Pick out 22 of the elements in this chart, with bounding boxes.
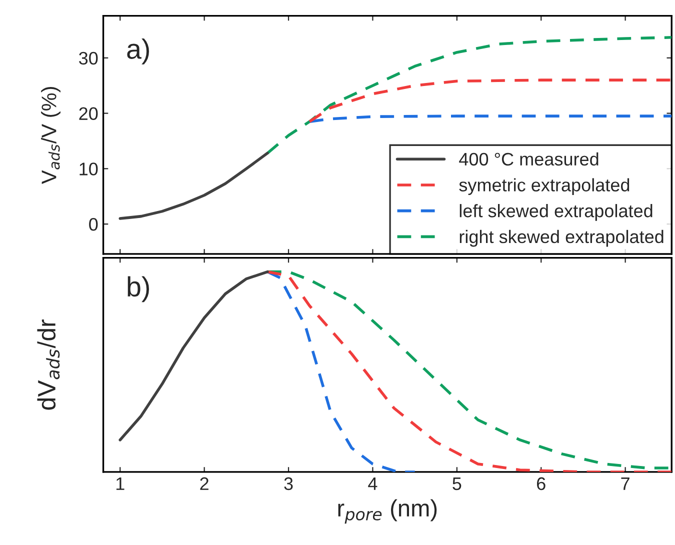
x-tick-label: 5: [452, 477, 462, 490]
y-tick-label: 30: [79, 52, 98, 65]
x-tick-label: 6: [537, 477, 546, 490]
y-axis-title: dV$_{ads}$/dr: [37, 320, 60, 410]
x-tick-label: 1: [116, 477, 124, 490]
legend-label: left skewed extrapolated: [460, 204, 652, 221]
line-series: [308, 78, 672, 123]
y-tick-label: 0: [89, 218, 98, 231]
y-axis-title: V$_{ads}$/V (%): [41, 87, 60, 184]
annotation: a): [127, 38, 149, 64]
annotation: b): [128, 276, 149, 302]
y-tick-label: 10: [80, 162, 98, 176]
y-tick-label: 20: [79, 107, 98, 120]
legend-label: right skewed extrapolated: [460, 230, 664, 247]
x-tick-label: 2: [200, 477, 208, 490]
x-tick-label: 3: [284, 477, 293, 490]
legend-label: symetric extrapolated: [459, 178, 630, 196]
x-tick-label: 7: [621, 477, 630, 490]
x-tick-label: 4: [368, 477, 378, 490]
x-axis-title: r$_{pore}$ (nm): [338, 499, 437, 524]
legend-label: 400 °C measured: [459, 152, 598, 166]
line-series: [118, 152, 269, 220]
